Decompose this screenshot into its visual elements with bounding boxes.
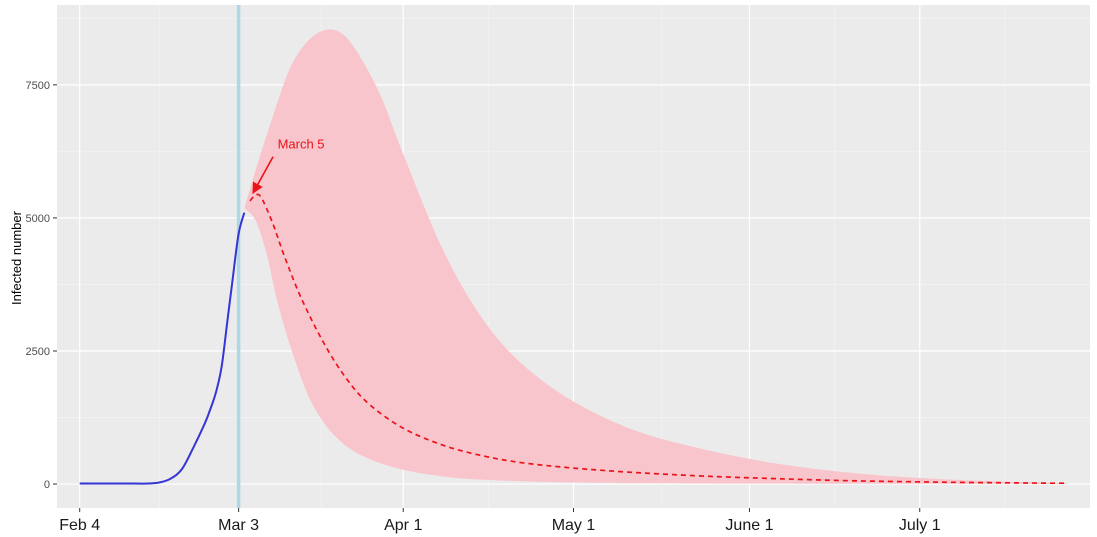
y-tick-label: 2500 bbox=[26, 346, 50, 358]
projected-series-line bbox=[249, 193, 1068, 485]
x-tick-label: Mar 3 bbox=[218, 517, 259, 534]
x-tick-label: July 1 bbox=[899, 517, 941, 534]
x-tick-label: June 1 bbox=[725, 517, 773, 534]
x-tick-label: Apr 1 bbox=[384, 517, 422, 534]
annotation-label: March 5 bbox=[278, 137, 325, 152]
y-axis-title: Infected number bbox=[9, 210, 24, 305]
y-tick-label: 0 bbox=[44, 479, 50, 491]
confidence-band bbox=[244, 29, 1068, 484]
x-tick-label: May 1 bbox=[552, 517, 596, 534]
x-tick-label: Feb 4 bbox=[59, 517, 100, 534]
annotation-arrow bbox=[252, 156, 274, 195]
observed-series-line bbox=[79, 212, 246, 485]
y-tick-label: 7500 bbox=[26, 80, 50, 92]
y-axis: 0 2500 5000 7500 bbox=[26, 80, 57, 491]
y-tick-label: 5000 bbox=[26, 213, 50, 225]
x-axis: Feb 4 Mar 3 Apr 1 May 1 June 1 July 1 bbox=[59, 508, 941, 534]
